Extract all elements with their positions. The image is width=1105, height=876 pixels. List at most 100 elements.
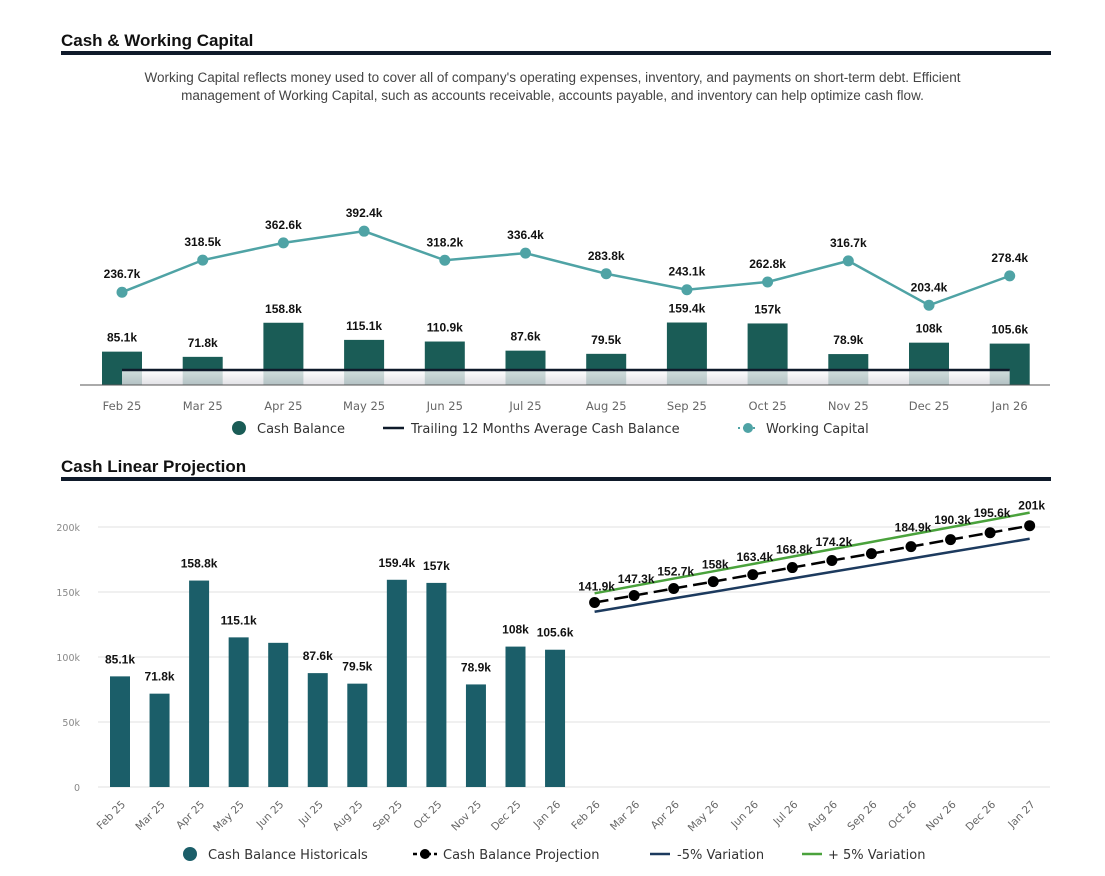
x-tick-label: Feb 26 (569, 798, 603, 832)
historical-cash-label: 159.4k (378, 556, 415, 570)
cash-balance-label: 108k (916, 322, 943, 336)
x-tick-label: Sep 26 (845, 798, 880, 833)
projection-point (1024, 520, 1036, 532)
cash-balance-label: 79.5k (591, 333, 621, 347)
historical-cash-label: 115.1k (221, 613, 257, 627)
historical-cash-label: 87.6k (303, 649, 333, 663)
x-tick-label: Apr 25 (264, 399, 302, 413)
cash-working-capital-chart: 85.1k 71.8k 158.8k 115.1k 110.9k 87.6k 79.5k 15… (80, 206, 1050, 437)
x-tick-label: Jun 25 (254, 799, 287, 832)
legend-working-capital: Working Capital (766, 422, 869, 437)
x-tick-label: Nov 26 (924, 798, 959, 833)
x-tick-label: Jul 25 (296, 799, 326, 829)
projection-point (707, 576, 719, 588)
working-capital-point (439, 254, 451, 266)
historical-cash-bar (149, 693, 170, 787)
legend-minus5: -5% Variation (677, 848, 764, 863)
legend-historicals-icon (183, 847, 197, 861)
projection-point (945, 534, 957, 546)
historical-cash-bar (110, 676, 130, 787)
x-tick-label: Apr 25 (174, 799, 207, 832)
working-capital-point (520, 247, 531, 259)
projection-label: 141.9k (578, 579, 615, 593)
working-capital-label: 316.7k (830, 236, 867, 250)
x-tick-label: May 26 (686, 798, 722, 834)
working-capital-point (600, 268, 612, 280)
legend-trailing-average: Trailing 12 Months Average Cash Balance (410, 422, 680, 437)
working-capital-point (842, 255, 854, 267)
y-tick-label: 150k (56, 588, 80, 599)
cash-balance-label: 158.8k (265, 302, 302, 316)
historical-cash-label: 157k (423, 559, 450, 573)
working-capital-point (923, 299, 935, 311)
working-capital-label: 362.6k (265, 218, 302, 232)
cash-balance-label: 159.4k (669, 302, 706, 316)
x-tick-label: May 25 (343, 399, 385, 413)
x-tick-label: Aug 25 (331, 799, 366, 834)
working-capital-label: 318.5k (184, 235, 221, 249)
x-tick-label: Oct 25 (411, 799, 444, 832)
x-tick-label: Jan 26 (991, 399, 1028, 413)
projection-point (747, 569, 759, 581)
cash-balance-label: 105.6k (991, 323, 1028, 337)
x-tick-label: Mar 26 (608, 798, 643, 833)
projection-label: 201k (1018, 499, 1045, 513)
x-tick-label: Oct 26 (886, 798, 919, 831)
historical-cash-bar (545, 649, 566, 787)
projection-label: 174.2k (816, 535, 853, 549)
cash-balance-label: 87.6k (510, 330, 540, 344)
x-tick-label: Nov 25 (449, 799, 484, 834)
projection-point (628, 590, 640, 602)
projection-point (589, 597, 601, 609)
working-capital-label: 392.4k (346, 206, 383, 220)
historical-cash-label: 85.1k (105, 652, 135, 666)
section-title-cash-working-capital: Cash & Working Capital (61, 31, 254, 50)
historical-cash-label: 158.8k (181, 557, 218, 571)
projection-label: 195.6k (974, 506, 1011, 520)
x-tick-label: Dec 25 (489, 799, 524, 834)
working-capital-label: 203.4k (911, 280, 948, 294)
x-tick-label: Sep 25 (667, 399, 707, 413)
historical-cash-label: 71.8k (145, 670, 175, 684)
projection-label: 184.9k (895, 521, 932, 535)
x-tick-label: Jul 26 (771, 798, 801, 828)
working-capital-point (277, 237, 289, 249)
minus-5-variation-line (594, 537, 1030, 613)
x-tick-label: May 25 (211, 799, 247, 835)
x-tick-label: Mar 25 (133, 799, 167, 833)
historical-cash-bar (347, 683, 368, 787)
projection-point (984, 527, 996, 539)
y-tick-label: 50k (62, 718, 80, 729)
cash-balance-label: 85.1k (107, 331, 137, 345)
section-divider (61, 477, 1051, 481)
x-tick-label: Sep 25 (371, 799, 405, 833)
historical-cash-bar (386, 579, 407, 787)
section-divider (61, 51, 1051, 55)
historical-cash-label: 105.6k (537, 626, 574, 640)
working-capital-label: 236.7k (104, 267, 141, 281)
y-tick-label: 100k (56, 653, 80, 664)
y-tick-label: 200k (56, 523, 80, 534)
historical-cash-label: 79.5k (342, 660, 372, 674)
cash-balance-label: 78.9k (833, 333, 863, 347)
working-capital-label: 278.4k (991, 251, 1028, 265)
cash-balance-label: 71.8k (188, 336, 218, 350)
working-capital-point (358, 225, 370, 237)
x-tick-label: Feb 25 (95, 799, 128, 832)
working-capital-line (121, 229, 1011, 307)
working-capital-point (762, 276, 774, 288)
projection-label: 158k (702, 557, 729, 571)
projection-point (905, 541, 917, 553)
x-tick-label: Nov 25 (828, 399, 869, 413)
x-tick-label: Dec 25 (909, 399, 950, 413)
x-tick-label: Jul 25 (508, 399, 541, 413)
historical-cash-bar (307, 673, 328, 787)
x-tick-label: Jun 25 (426, 399, 463, 413)
historical-cash-label: 78.9k (461, 660, 491, 674)
legend-projection: Cash Balance Projection (443, 848, 599, 863)
x-tick-label: Dec 26 (964, 798, 999, 833)
x-tick-label: Apr 26 (649, 798, 682, 831)
cash-balance-label: 157k (754, 302, 781, 316)
projection-label: 190.3k (934, 513, 971, 527)
